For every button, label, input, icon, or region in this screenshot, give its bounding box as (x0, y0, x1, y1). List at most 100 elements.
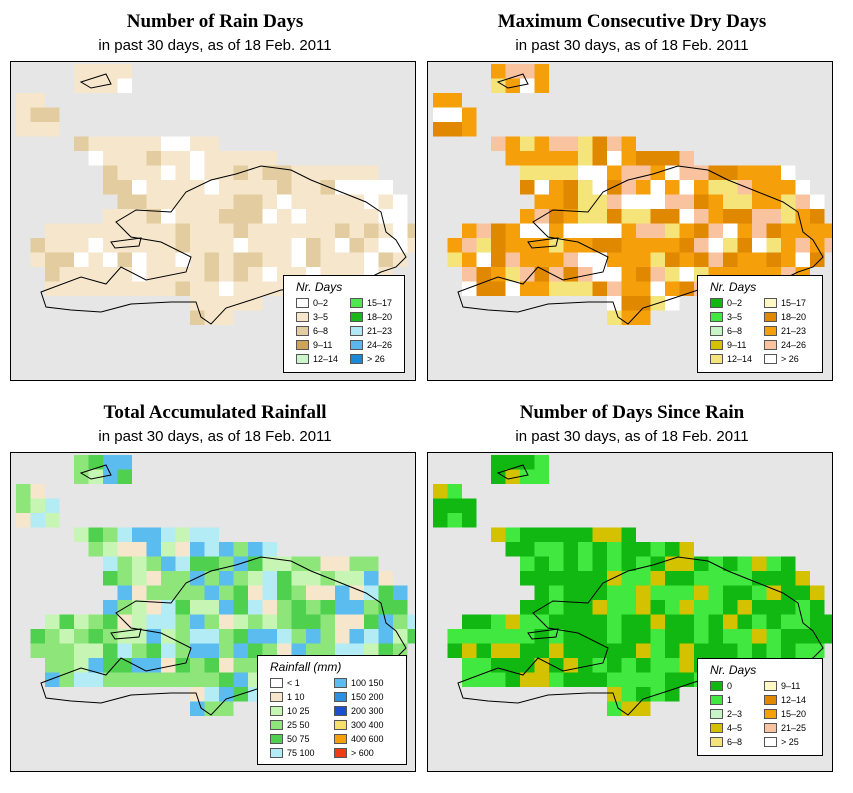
legend-label: 24–26 (367, 340, 393, 350)
grid-cell (694, 252, 709, 267)
grid-cell (520, 78, 535, 93)
legend-swatch (296, 340, 309, 350)
grid-cell (306, 629, 321, 644)
grid-cell (679, 223, 694, 238)
grid-cell (607, 267, 622, 282)
grid-cell (233, 238, 248, 253)
grid-cell (520, 571, 535, 586)
grid-cell (103, 252, 118, 267)
grid-cell (30, 238, 45, 253)
grid-cell (190, 151, 205, 166)
grid-cell (505, 527, 520, 542)
grid-cell (262, 252, 277, 267)
grid-cell (636, 658, 651, 673)
grid-cell (16, 498, 31, 513)
grid-cell (190, 658, 205, 673)
grid-cell (175, 614, 190, 629)
grid-cell (549, 281, 564, 296)
grid-cell (175, 151, 190, 166)
grid-cell (204, 672, 219, 687)
grid-cell (650, 629, 665, 644)
grid-cell (219, 614, 234, 629)
grid-cell (723, 238, 738, 253)
grid-cells (16, 455, 415, 716)
grid-cell (219, 238, 234, 253)
grid-cell (621, 556, 636, 571)
grid-cell (175, 556, 190, 571)
grid-cell (781, 209, 796, 224)
grid-cell (335, 165, 350, 180)
grid-cell (277, 600, 292, 615)
grid-cell (204, 151, 219, 166)
panel-subtitle: in past 30 days, as of 18 Feb. 2011 (98, 428, 332, 445)
grid-cell (393, 209, 408, 224)
grid-cell (592, 542, 607, 557)
grid-cell (636, 310, 651, 325)
grid-cell (349, 556, 364, 571)
grid-cell (393, 252, 408, 267)
grid-cell (563, 542, 578, 557)
grid-cell (161, 194, 176, 209)
grid-cell (320, 585, 335, 600)
grid-cell (549, 614, 564, 629)
grid-cell (103, 629, 118, 644)
grid-cell (621, 614, 636, 629)
grid-cell (393, 629, 408, 644)
grid-cell (349, 165, 364, 180)
grid-cell (103, 209, 118, 224)
grid-cell (578, 267, 593, 282)
grid-cell (74, 223, 89, 238)
grid-cell (694, 629, 709, 644)
grid-cell (549, 527, 564, 542)
grid-cell (132, 165, 147, 180)
grid-cell (233, 223, 248, 238)
grid-cell (491, 672, 506, 687)
grid-cell (737, 223, 752, 238)
grid-cell (563, 136, 578, 151)
grid-cell (491, 614, 506, 629)
grid-cell (190, 571, 205, 586)
grid-cell (88, 455, 103, 470)
legend-label: 6–8 (727, 326, 743, 336)
grid-cell (621, 281, 636, 296)
legend-label: 12–14 (781, 695, 807, 705)
grid-cell (16, 513, 31, 528)
grid-cell (161, 281, 176, 296)
grid-cell (320, 571, 335, 586)
grid-cell (520, 469, 535, 484)
grid-cell (161, 556, 176, 571)
grid-cell (476, 223, 491, 238)
grid-cell (219, 267, 234, 282)
grid-cell (621, 600, 636, 615)
grid-cell (534, 455, 549, 470)
grid-cell (766, 194, 781, 209)
grid-cell (74, 78, 89, 93)
grid-cell (621, 296, 636, 311)
grid-cell (433, 513, 448, 528)
grid-cell (248, 585, 263, 600)
grid-cell (737, 643, 752, 658)
grid-cell (161, 165, 176, 180)
grid-cell (607, 658, 622, 673)
grid-cell (16, 107, 31, 122)
grid-cell (132, 252, 147, 267)
grid-cell (219, 542, 234, 557)
grid-cell (578, 542, 593, 557)
grid-cell (766, 209, 781, 224)
grid-cell (752, 223, 767, 238)
grid-cell (74, 238, 89, 253)
grid-cell (795, 643, 810, 658)
legend-swatch (710, 312, 723, 322)
legend-swatch (296, 326, 309, 336)
map-total-rainfall (10, 452, 416, 772)
grid-cell (277, 614, 292, 629)
grid-cell (364, 629, 379, 644)
grid-cell (335, 252, 350, 267)
legend-label: 100 150 (351, 678, 384, 688)
grid-cell (161, 180, 176, 195)
grid-cell (103, 527, 118, 542)
grid-cell (88, 151, 103, 166)
grid-cell (534, 556, 549, 571)
grid-cell (132, 556, 147, 571)
grid-cell (534, 629, 549, 644)
